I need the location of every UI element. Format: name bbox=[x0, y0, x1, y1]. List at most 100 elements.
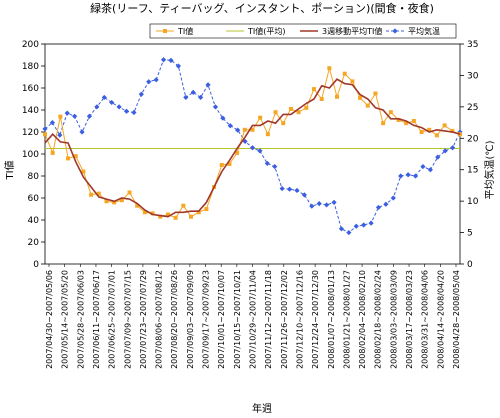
y-axis-ticks: 0 20 40 60 80 100 120 140 160 180 200 bbox=[22, 40, 45, 270]
data-point bbox=[94, 104, 100, 110]
y2-tick-label: 30 bbox=[467, 71, 479, 81]
data-point bbox=[168, 57, 174, 63]
data-point bbox=[375, 204, 382, 211]
data-point bbox=[220, 115, 226, 121]
data-point bbox=[304, 105, 309, 110]
data-point bbox=[160, 57, 167, 63]
data-point bbox=[331, 199, 337, 205]
data-point bbox=[123, 108, 130, 114]
x-tick-label: 2007/11/26~2007/12/02 bbox=[280, 270, 289, 369]
x-tick-label: 2008/03/31~2008/04/06 bbox=[421, 270, 430, 369]
y-tick-label: 100 bbox=[22, 150, 39, 160]
data-point bbox=[311, 87, 316, 92]
data-point bbox=[411, 119, 416, 123]
data-point bbox=[398, 173, 404, 179]
data-point bbox=[57, 132, 63, 138]
data-point bbox=[175, 63, 181, 69]
data-point bbox=[50, 150, 55, 155]
data-point bbox=[242, 127, 247, 132]
x-tick-label: 2007/08/06~2007/08/12 bbox=[155, 270, 164, 369]
data-point bbox=[58, 114, 63, 119]
x-tick-label: 2007/10/01~2007/10/07 bbox=[217, 270, 226, 369]
x-axis-label: 年週 bbox=[252, 402, 272, 415]
y-tick-label: 60 bbox=[28, 194, 40, 204]
data-point bbox=[158, 214, 163, 219]
series-line bbox=[44, 78, 461, 218]
data-point bbox=[450, 128, 455, 133]
data-point bbox=[301, 192, 307, 198]
data-point bbox=[112, 200, 117, 205]
data-point bbox=[181, 203, 186, 208]
data-point bbox=[131, 109, 137, 116]
data-point bbox=[412, 173, 419, 179]
y-tick-label: 80 bbox=[28, 172, 40, 182]
legend-label: TI値(平均) bbox=[247, 26, 286, 36]
x-tick-label: 2007/10/15~2007/10/21 bbox=[233, 270, 242, 369]
data-point bbox=[227, 123, 233, 129]
data-point bbox=[350, 79, 355, 84]
x-tick-label: 2007/11/12~2007/11/18 bbox=[264, 270, 273, 369]
y2-tick-label: 35 bbox=[467, 40, 478, 50]
data-point bbox=[150, 211, 155, 216]
data-point bbox=[281, 121, 286, 126]
data-point bbox=[273, 110, 278, 115]
data-point bbox=[205, 82, 211, 88]
x-tick-label: 2007/07/09~2007/07/15 bbox=[123, 270, 132, 369]
data-point bbox=[72, 113, 78, 119]
data-point bbox=[227, 161, 232, 166]
legend: TI値 TI値(平均) 3週移動平均TI値 平均気温 bbox=[149, 23, 457, 39]
x-tick-label: 2007/05/14~2007/05/20 bbox=[61, 270, 70, 369]
data-point bbox=[288, 106, 293, 111]
legend-marker bbox=[392, 28, 398, 34]
data-point bbox=[66, 156, 71, 161]
data-point bbox=[296, 110, 301, 115]
data-point bbox=[183, 94, 189, 101]
y-tick-label: 120 bbox=[22, 128, 39, 138]
x-tick-label: 2008/03/03~2008/03/09 bbox=[389, 270, 398, 369]
data-point bbox=[264, 160, 270, 167]
x-tick-label: 2007/08/20~2007/08/26 bbox=[170, 270, 179, 369]
y-tick-label: 160 bbox=[22, 84, 39, 94]
x-tick-label: 2008/04/28~2008/05/04 bbox=[452, 270, 461, 369]
data-point bbox=[196, 210, 201, 215]
x-tick-label: 2008/01/07~2008/01/13 bbox=[327, 270, 336, 369]
data-point bbox=[250, 127, 255, 132]
y-tick-label: 20 bbox=[28, 238, 40, 248]
data-point bbox=[138, 91, 144, 97]
y2-axis-ticks: 0 5 10 15 20 25 30 35 bbox=[460, 40, 479, 270]
series-0 bbox=[43, 66, 462, 220]
data-point bbox=[235, 127, 241, 133]
x-tick-label: 2007/09/17~2007/09/23 bbox=[202, 270, 211, 369]
data-point bbox=[198, 94, 204, 101]
data-point bbox=[294, 187, 300, 194]
y2-tick-label: 5 bbox=[467, 229, 473, 239]
legend-label: TI値 bbox=[177, 26, 193, 36]
data-point bbox=[381, 121, 386, 126]
y-tick-label: 40 bbox=[28, 216, 40, 226]
data-point bbox=[396, 117, 401, 122]
data-point bbox=[449, 145, 456, 151]
data-point bbox=[109, 99, 115, 106]
data-point bbox=[338, 226, 345, 232]
data-point bbox=[104, 199, 109, 204]
x-tick-label: 2007/05/28~2007/06/03 bbox=[76, 270, 85, 369]
y-tick-label: 0 bbox=[33, 260, 39, 270]
legend-marker bbox=[163, 29, 167, 33]
y2-tick-label: 20 bbox=[467, 134, 479, 144]
x-tick-label: 2007/04/30~2007/05/06 bbox=[45, 270, 54, 369]
chart-title: 緑茶(リーフ、ティーバッグ、インスタント、ポーション)(間食・夜食) bbox=[90, 1, 434, 15]
data-point bbox=[96, 191, 101, 196]
data-point bbox=[419, 130, 424, 134]
data-point bbox=[42, 126, 48, 132]
data-point bbox=[427, 167, 433, 173]
x-tick-label: 2008/04/14~2008/04/20 bbox=[436, 270, 445, 369]
data-point bbox=[116, 104, 122, 110]
data-point bbox=[101, 94, 107, 101]
x-tick-label: 2007/10/29~2007/11/04 bbox=[249, 270, 258, 369]
data-point bbox=[189, 214, 194, 219]
data-point bbox=[434, 133, 439, 138]
x-axis-ticks: 2007/04/30~2007/05/06 2007/05/14~2007/05/… bbox=[45, 264, 461, 369]
data-point bbox=[165, 212, 170, 217]
data-point bbox=[388, 110, 393, 115]
y-tick-label: 180 bbox=[22, 62, 39, 72]
